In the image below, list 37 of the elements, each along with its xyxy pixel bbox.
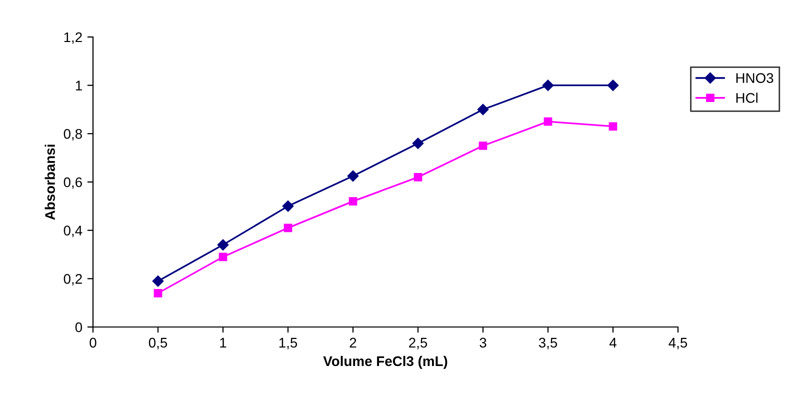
point: [152, 275, 164, 287]
point: [217, 239, 229, 250]
legend-label: HCl: [736, 92, 758, 103]
y-tick-label: 0,4: [64, 226, 82, 238]
point: [478, 142, 488, 150]
point: [412, 138, 424, 149]
y-tick-label: 0,6: [64, 177, 82, 189]
x-tick-label: 0,5: [148, 338, 168, 350]
point: [347, 170, 359, 182]
point: [284, 224, 292, 232]
x-tick-label: 1: [220, 338, 226, 348]
y-tick-label: 0,2: [64, 274, 82, 286]
x-tick-label: 3: [480, 338, 486, 348]
x-tick-label: 2: [350, 338, 356, 348]
point: [282, 200, 294, 212]
point: [154, 289, 162, 298]
y-tick-label: 1,2: [64, 32, 82, 44]
x-tick-label: 3,5: [538, 338, 558, 350]
x-tick-label: 4,5: [668, 338, 688, 350]
y-tick-label: 0: [75, 322, 82, 332]
y-axis-title: Absorbansi: [44, 144, 55, 220]
point: [544, 117, 552, 126]
x-axis-title: Volume FeCl3 (mL): [323, 356, 448, 369]
point: [608, 122, 618, 131]
point: [542, 80, 554, 91]
point: [414, 173, 422, 182]
point: [477, 104, 489, 116]
point: [218, 252, 228, 262]
legend-label: HNO3: [736, 73, 774, 83]
x-tick-label: 1,5: [279, 338, 298, 350]
x-tick-label: 4: [609, 338, 616, 348]
x-tick-label: 0: [90, 338, 96, 348]
x-tick-label: 2,5: [409, 338, 428, 350]
point: [348, 197, 358, 206]
y-tick-label: 0,8: [64, 129, 82, 140]
point: [607, 80, 619, 91]
y-tick-label: 1: [76, 80, 82, 90]
